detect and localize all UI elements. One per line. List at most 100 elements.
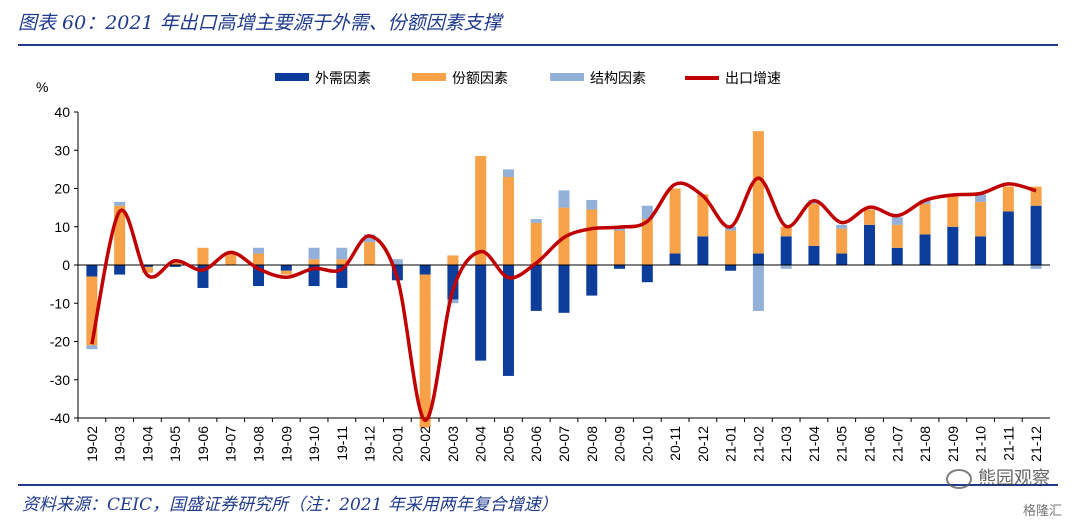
structure-factor-bar [1030, 265, 1042, 269]
structure-factor-bar [558, 190, 570, 208]
external-demand-bar [891, 247, 903, 265]
wechat-icon [946, 469, 972, 489]
share-factor-bar [669, 188, 681, 254]
external-demand-bar [114, 265, 126, 275]
share-factor-bar [863, 209, 875, 225]
external-demand-bar [697, 236, 709, 265]
x-tick-label: 21-03 [778, 426, 794, 462]
legend-label: 结构因素 [590, 71, 646, 87]
share-factor-bar [197, 247, 209, 265]
x-tick-label: 21-06 [861, 426, 877, 462]
x-tick-label: 20-06 [528, 426, 544, 462]
x-tick-label: 20-07 [556, 426, 572, 462]
structure-factor-bar [114, 201, 126, 206]
x-tick-label: 21-10 [973, 426, 989, 462]
external-demand-bar [947, 226, 959, 265]
share-factor-bar [336, 259, 348, 265]
share-factor-bar [752, 131, 764, 254]
x-tick-label: 19-08 [251, 426, 267, 462]
x-tick-label: 21-08 [917, 426, 933, 462]
y-axis-unit: % [36, 79, 48, 95]
chart-svg: 外需因素 份额因素 结构因素 出口增速 % 40 30 20 10 0 -10 -20 -30 -40 1… [36, 71, 1050, 462]
structure-factor-bar [530, 219, 542, 223]
y-tick-label: 30 [54, 142, 70, 158]
x-tick-label: 20-10 [639, 426, 655, 462]
watermark-sub: 格隆汇 [1022, 504, 1062, 519]
line-layer [90, 176, 1037, 423]
share-factor-bar [419, 274, 431, 428]
x-tick-label: 20-05 [500, 426, 516, 462]
y-tick-label: -20 [50, 334, 70, 350]
structure-factor-bar [447, 299, 459, 304]
legend-label: 外需因素 [315, 71, 371, 87]
x-tick-label: 21-07 [889, 426, 905, 462]
x-tick-label: 19-05 [167, 426, 183, 462]
external-demand-bar [836, 253, 848, 265]
legend-swatch [412, 73, 446, 81]
share-factor-bar [586, 209, 598, 265]
structure-factor-bar [752, 265, 764, 311]
title-divider [18, 44, 1058, 46]
y-tick-label: -30 [50, 372, 70, 388]
x-tick-label: 21-04 [806, 426, 822, 462]
share-factor-bar [641, 219, 653, 265]
structure-factor-bar [780, 265, 792, 269]
share-factor-bar [697, 194, 709, 237]
x-tick-label: 21-02 [750, 426, 766, 462]
share-factor-bar [1002, 186, 1014, 212]
x-tick-label: 21-01 [723, 426, 739, 462]
share-factor-bar [280, 270, 292, 275]
external-demand-bar [919, 234, 931, 265]
structure-factor-bar [836, 224, 848, 229]
external-demand-bar [641, 265, 653, 283]
share-factor-bar [447, 255, 459, 265]
share-factor-bar [947, 196, 959, 227]
legend-label: 份额因素 [452, 71, 508, 87]
x-tick-label: 21-09 [945, 426, 961, 462]
external-demand-bar [780, 236, 792, 265]
external-demand-bar [1030, 205, 1042, 265]
structure-factor-bar [86, 345, 98, 350]
external-demand-bar [863, 224, 875, 265]
x-tick-label: 19-09 [278, 426, 294, 462]
x-tick-label: 20-12 [695, 426, 711, 462]
x-tick-label: 19-12 [362, 426, 378, 462]
watermark: 熊园观察 [946, 464, 1050, 490]
structure-factor-bar [725, 226, 737, 231]
x-tick-label: 20-01 [389, 426, 405, 462]
share-factor-bar [780, 226, 792, 237]
share-factor-bar [530, 222, 542, 265]
external-demand-bar [419, 265, 431, 275]
share-factor-bar [975, 201, 987, 237]
share-factor-bar [502, 177, 514, 265]
share-factor-bar [919, 203, 931, 235]
external-demand-bar [197, 265, 209, 288]
external-demand-bar [1002, 211, 1014, 265]
x-tick-label: 20-03 [445, 426, 461, 462]
x-tick-label: 19-04 [139, 426, 155, 462]
legend: 外需因素 份额因素 结构因素 出口增速 [275, 71, 781, 87]
external-demand-bar [586, 265, 598, 296]
structure-factor-bar [364, 234, 376, 243]
external-demand-bar [975, 236, 987, 265]
external-demand-bar [336, 265, 348, 288]
structure-factor-bar [641, 205, 653, 220]
share-factor-bar [475, 155, 487, 265]
external-demand-bar [530, 265, 542, 311]
x-tick-label: 19-02 [84, 426, 100, 462]
share-factor-bar [308, 259, 320, 265]
share-factor-bar [225, 253, 237, 265]
legend-swatch [550, 73, 584, 81]
external-demand-bar [141, 265, 153, 267]
share-factor-bar [141, 266, 153, 273]
bars-layer [86, 131, 1042, 428]
x-tick-label: 20-04 [473, 426, 489, 462]
share-factor-bar [725, 230, 737, 265]
external-demand-bar [475, 265, 487, 361]
external-demand-bar [558, 265, 570, 313]
source-divider [18, 484, 1058, 486]
x-tick-label: 20-09 [612, 426, 628, 462]
share-factor-bar [114, 205, 126, 265]
share-factor-bar [808, 203, 820, 246]
y-tick-label: -10 [50, 295, 70, 311]
